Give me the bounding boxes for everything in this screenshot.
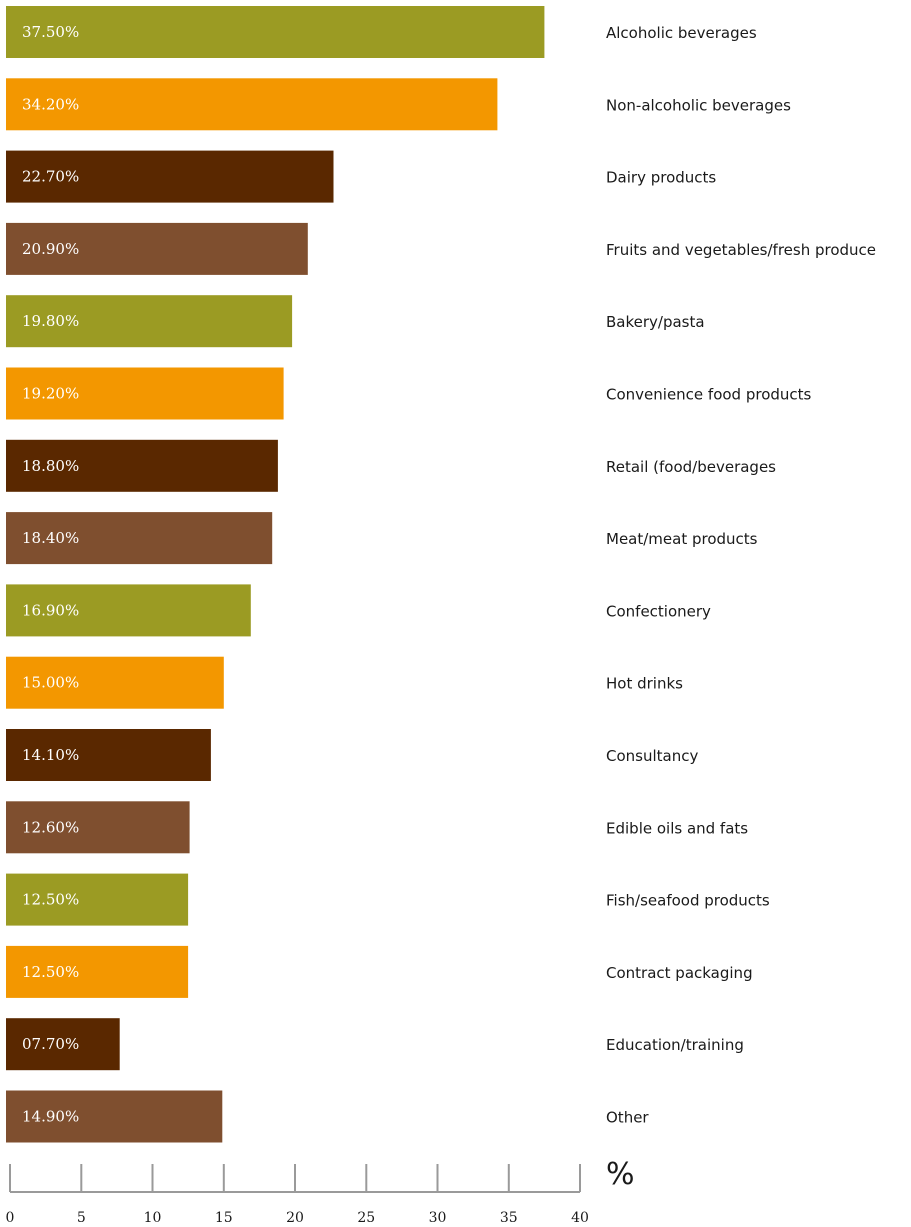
category-label: Non-alcoholic beverages: [606, 96, 791, 114]
category-label: Bakery/pasta: [606, 313, 705, 331]
bar-value-label: 16.90%: [22, 601, 79, 619]
bar: [6, 295, 293, 348]
bar: [6, 873, 189, 926]
bar-value-label: 12.60%: [22, 818, 79, 836]
category-label: Dairy products: [606, 169, 716, 187]
x-tick-label: 0: [6, 1210, 15, 1226]
bar: [6, 439, 278, 492]
bar-value-label: 12.50%: [22, 891, 79, 909]
x-tick-label: 30: [429, 1210, 447, 1226]
category-labels-group: Alcoholic beverages Non-alcoholic beverag…: [606, 24, 876, 1127]
x-tick-label: 20: [286, 1210, 304, 1226]
bar-value-label: 37.50%: [22, 23, 79, 41]
bar: [6, 78, 498, 131]
bar-value-label: 20.90%: [22, 240, 79, 258]
x-tick-label: 25: [357, 1210, 375, 1226]
category-label: Retail (food/beverages: [606, 458, 776, 476]
category-label: Confectionery: [606, 602, 711, 620]
bar-value-label: 18.80%: [22, 457, 79, 475]
bar-value-label: 19.20%: [22, 385, 79, 403]
bar-value-label: 14.10%: [22, 746, 79, 764]
bar-value-label: 15.00%: [22, 674, 79, 692]
category-label: Alcoholic beverages: [606, 24, 757, 42]
bar: [6, 150, 334, 203]
bar-value-label: 07.70%: [22, 1035, 79, 1053]
category-label: Convenience food products: [606, 386, 812, 404]
bar-value-label: 12.50%: [22, 963, 79, 981]
category-label: Education/training: [606, 1036, 744, 1054]
bar: [6, 6, 545, 58]
bar: [6, 729, 211, 781]
bar-value-label: 19.80%: [22, 312, 79, 330]
x-tick-label: 10: [144, 1210, 162, 1226]
x-axis: 0 5 10 15 20 25 30 35 40%: [6, 1157, 635, 1226]
category-label: Consultancy: [606, 747, 698, 765]
category-label: Edible oils and fats: [606, 819, 748, 837]
category-label: Contract packaging: [606, 964, 753, 982]
category-label: Hot drinks: [606, 675, 683, 693]
bar: [6, 367, 284, 420]
category-label: Other: [606, 1109, 649, 1127]
bars-group: 37.50% 34.20% 22.70% 20.90% 19.80% 19.20% 18.8…: [6, 6, 545, 1143]
x-tick-label: 5: [77, 1210, 86, 1226]
bar-value-label: 14.90%: [22, 1108, 79, 1126]
bar: [6, 512, 273, 565]
bar-value-label: 34.20%: [22, 95, 79, 113]
bar-value-label: 18.40%: [22, 529, 79, 547]
category-label: Fruits and vegetables/fresh produce: [606, 241, 876, 259]
category-label: Fish/seafood products: [606, 892, 770, 910]
bar: [6, 801, 190, 854]
bar: [6, 584, 251, 637]
bar: [6, 945, 189, 998]
category-label: Meat/meat products: [606, 530, 758, 548]
bar: [6, 222, 308, 275]
bar-value-label: 22.70%: [22, 168, 79, 186]
x-tick-label: 15: [215, 1210, 233, 1226]
x-tick-label: 35: [500, 1210, 518, 1226]
bar: [6, 1090, 223, 1143]
x-tick-label: 40: [571, 1210, 589, 1226]
bar: [6, 656, 224, 709]
x-axis-unit-label: %: [606, 1157, 635, 1192]
bar: [6, 1018, 120, 1071]
